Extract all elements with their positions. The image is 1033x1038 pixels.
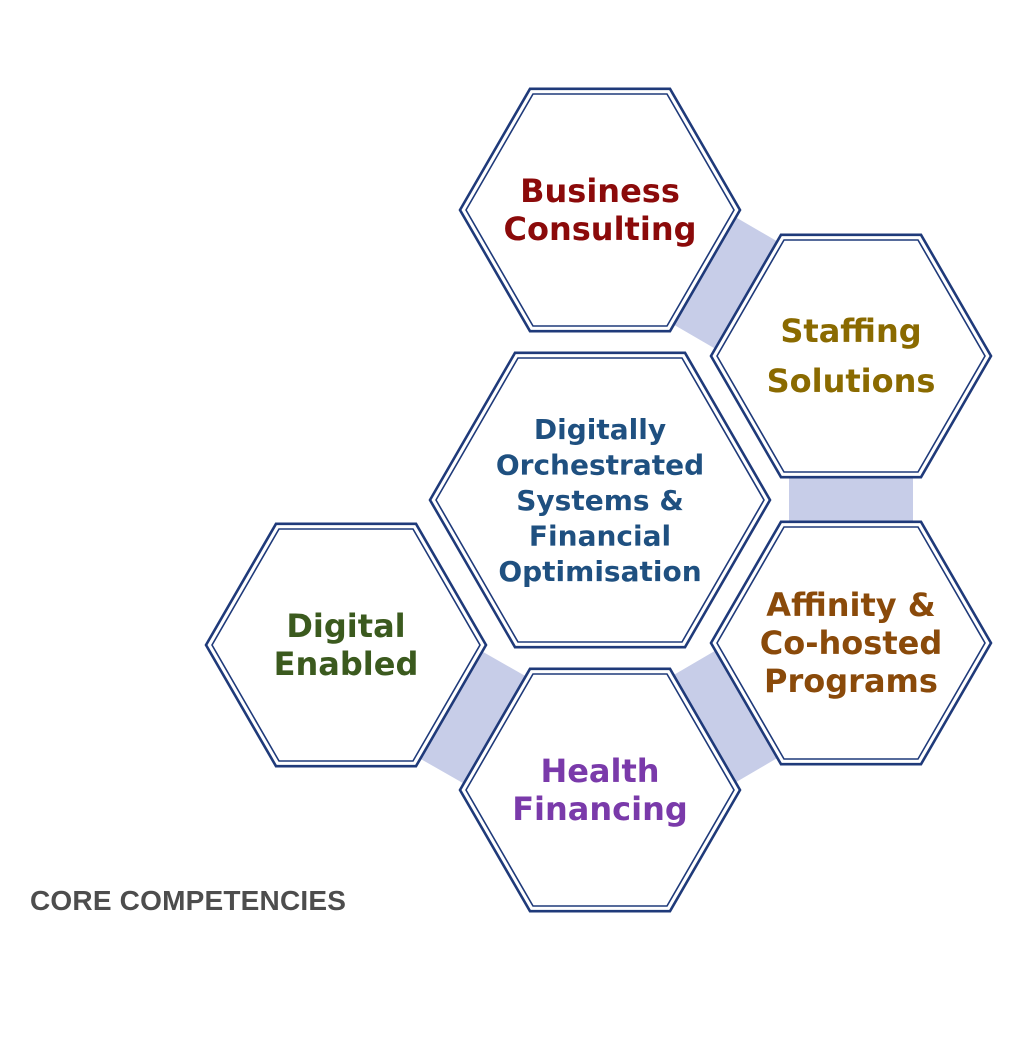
hexagon-inner-border <box>465 673 735 907</box>
hexagon-outer-border <box>458 667 742 913</box>
hexagon-layer: Business Consulting Staffing Solutions Digit… <box>204 87 993 913</box>
hexagon-label-line: Solutions <box>767 362 936 400</box>
hexagon-label-line: Co-hosted <box>760 624 942 662</box>
hexagon-label-line: Consulting <box>504 210 697 248</box>
hexagon-outer-border <box>709 233 993 479</box>
hexagon-label-line: Financial <box>529 519 671 552</box>
hexagon-health-financing: Health Financing <box>458 667 742 913</box>
hexagon-digital-enabled: Digital Enabled <box>204 522 488 768</box>
hexagon-label-line: Programs <box>764 662 938 700</box>
hexagon-affinity-cohosted: Affinity & Co-hosted Programs <box>709 520 993 766</box>
hexagon-inner-border <box>211 528 481 762</box>
hexagon-label-line: Systems & <box>516 484 683 517</box>
hexagon-label-line: Health <box>540 752 659 790</box>
hexagon-label-line: Financing <box>512 790 688 828</box>
hexagon-label-line: Orchestrated <box>496 448 704 481</box>
hexagon-label-business-consulting: Business Consulting <box>504 172 697 248</box>
hexagon-inner-border <box>465 93 735 327</box>
hexagon-label-line: Digitally <box>534 413 666 446</box>
hexagon-label-affinity-cohosted: Affinity & Co-hosted Programs <box>760 586 942 700</box>
hexagon-label-line: Affinity & <box>766 586 935 624</box>
hexagon-outer-border <box>428 351 772 649</box>
hexagon-inner-border <box>435 357 765 643</box>
hexagon-outer-border <box>204 522 488 768</box>
hexagon-label-digitally-orchestrated: Digitally Orchestrated Systems & Financial O… <box>496 413 704 588</box>
hexagon-inner-border <box>716 526 986 760</box>
hexagon-outer-border <box>709 520 993 766</box>
hexagon-label-line: Business <box>520 172 680 210</box>
hexagon-label-digital-enabled: Digital Enabled <box>274 607 419 683</box>
hexagon-label-staffing-solutions: Staffing Solutions <box>767 312 936 400</box>
hexagon-inner-border <box>716 239 986 473</box>
hexagon-outer-border <box>458 87 742 333</box>
hexagon-digitally-orchestrated: Digitally Orchestrated Systems & Financial O… <box>428 351 772 649</box>
hexagon-label-line: Digital <box>286 607 405 645</box>
hexagon-label-health-financing: Health Financing <box>512 752 688 828</box>
hexagon-label-line: Optimisation <box>498 555 701 588</box>
hexagon-business-consulting: Business Consulting <box>458 87 742 333</box>
hexagon-staffing-solutions: Staffing Solutions <box>709 233 993 479</box>
hexagon-label-line: Enabled <box>274 645 419 683</box>
caption-core-competencies: CORE COMPETENCIES <box>30 885 347 916</box>
hexagon-label-line: Staffing <box>780 312 921 350</box>
